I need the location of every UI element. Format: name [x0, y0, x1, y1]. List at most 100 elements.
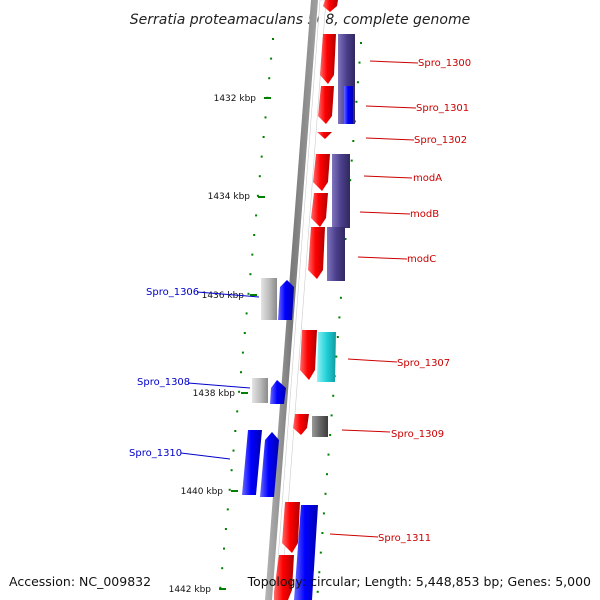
gene-arrow-forward[interactable]	[308, 227, 325, 279]
gene-label[interactable]: modC	[357, 254, 436, 265]
cog-box[interactable]	[327, 227, 345, 281]
gene-features	[242, 0, 355, 600]
gene-label[interactable]: Spro_1309	[341, 429, 444, 440]
svg-text:Spro_1309: Spro_1309	[391, 429, 444, 440]
guide-dot	[322, 512, 325, 515]
guide-dot	[330, 414, 333, 417]
kbp-ticks: 1432 kbp 1434 kbp 1436 kbp 1438 kbp 1440…	[169, 94, 271, 595]
guide-dot	[356, 81, 359, 84]
gene-label[interactable]: Spro_1302	[365, 135, 467, 146]
guide-dot	[326, 473, 328, 476]
page-title: Serratia proteamaculans 568, complete ge…	[130, 12, 470, 28]
gene-arrow-reverse[interactable]	[242, 430, 262, 495]
guide-dot	[260, 155, 263, 158]
gene-arrow-reverse[interactable]	[278, 280, 294, 320]
gene-arrow-forward[interactable]	[313, 154, 330, 191]
guide-dot	[316, 590, 319, 593]
guide-dot	[223, 547, 225, 550]
cog-box[interactable]	[312, 416, 328, 437]
guide-dot	[319, 551, 322, 554]
gene-label[interactable]: modB	[359, 209, 439, 220]
svg-text:Spro_1306: Spro_1306	[146, 287, 199, 298]
guide-dot	[339, 296, 342, 299]
gene-arrow-forward[interactable]	[323, 0, 338, 12]
guide-dot	[238, 390, 241, 393]
guide-dot	[221, 567, 224, 570]
kbp-tick: 1432 kbp	[214, 94, 271, 104]
gene-arrow-forward[interactable]	[300, 330, 317, 380]
guide-dot	[355, 100, 358, 103]
guide-dot	[321, 532, 324, 534]
gene-arrow-forward[interactable]	[293, 414, 309, 435]
kbp-tick: 1438 kbp	[193, 389, 248, 399]
guide-dot	[228, 488, 231, 491]
gene-arrow-reverse[interactable]	[294, 505, 318, 600]
guide-dot	[255, 214, 258, 217]
guide-dot	[249, 273, 252, 276]
gene-arrow-forward[interactable]	[282, 502, 300, 553]
gene-arrow-reverse[interactable]	[270, 380, 286, 404]
gene-label[interactable]: Spro_1306	[146, 287, 260, 298]
guide-dot	[253, 234, 256, 236]
kbp-tick: 1434 kbp	[208, 192, 265, 202]
guide-dot	[360, 42, 362, 44]
guide-dot	[245, 312, 248, 315]
svg-text:1436 kbp: 1436 kbp	[202, 291, 245, 301]
svg-text:Spro_1302: Spro_1302	[414, 135, 467, 146]
cog-box[interactable]	[261, 278, 277, 320]
guide-dot	[247, 292, 250, 295]
gene-arrow-forward[interactable]	[320, 34, 336, 84]
gene-arrow-reverse[interactable]	[260, 432, 279, 497]
guide-dot	[234, 430, 237, 432]
svg-text:Spro_1308: Spro_1308	[137, 377, 190, 388]
gene-label[interactable]: Spro_1308	[137, 377, 251, 389]
svg-text:1440 kbp: 1440 kbp	[181, 487, 224, 497]
guide-dot	[329, 434, 332, 436]
guide-dot	[226, 508, 229, 511]
gene-label[interactable]: modA	[363, 173, 442, 184]
guide-dot	[349, 179, 352, 182]
cog-box[interactable]	[344, 86, 353, 124]
cog-box[interactable]	[332, 154, 350, 228]
svg-text:1432 kbp: 1432 kbp	[214, 94, 257, 104]
svg-text:modA: modA	[413, 173, 442, 184]
kbp-tick: 1440 kbp	[181, 487, 238, 497]
guide-dot	[270, 57, 273, 60]
guide-dot	[251, 253, 254, 256]
guide-dot	[232, 449, 235, 452]
guide-dot	[327, 453, 330, 456]
guide-dot	[224, 528, 227, 530]
svg-text:1442 kbp: 1442 kbp	[169, 585, 212, 595]
gene-arrow-forward[interactable]	[318, 86, 334, 124]
guide-dot	[318, 571, 321, 574]
gene-label[interactable]: Spro_1311	[329, 533, 431, 544]
gene-label[interactable]: Spro_1307	[347, 358, 450, 369]
gene-arrow-forward[interactable]	[317, 132, 332, 139]
gene-arrow-forward[interactable]	[274, 555, 294, 600]
gene-label[interactable]: Spro_1301	[365, 103, 469, 114]
gene-label[interactable]: Spro_1300	[369, 58, 471, 69]
guide-dot	[335, 355, 338, 358]
svg-text:1438 kbp: 1438 kbp	[193, 389, 236, 399]
guide-dot	[256, 194, 259, 197]
gene-labels-right: Spro_1300 Spro_1301 Spro_1302 modA modB …	[329, 58, 471, 544]
kbp-tick: 1436 kbp	[202, 291, 257, 301]
gene-arrow-forward[interactable]	[311, 193, 328, 227]
svg-text:modC: modC	[407, 254, 436, 265]
svg-text:modB: modB	[410, 209, 439, 220]
svg-text:Spro_1311: Spro_1311	[378, 533, 431, 544]
gene-label[interactable]: Spro_1310	[129, 448, 231, 460]
guide-dot	[344, 238, 347, 240]
guide-dot	[230, 469, 233, 472]
guide-dot	[352, 140, 355, 142]
svg-text:Spro_1310: Spro_1310	[129, 448, 182, 459]
guide-dot	[324, 492, 327, 495]
guide-dot	[350, 159, 353, 162]
svg-text:Spro_1300: Spro_1300	[418, 58, 471, 69]
guide-dot	[241, 351, 244, 354]
cog-box[interactable]	[317, 332, 336, 382]
guide-dot	[332, 394, 335, 397]
cog-box[interactable]	[252, 378, 268, 403]
guide-dot	[268, 77, 271, 80]
